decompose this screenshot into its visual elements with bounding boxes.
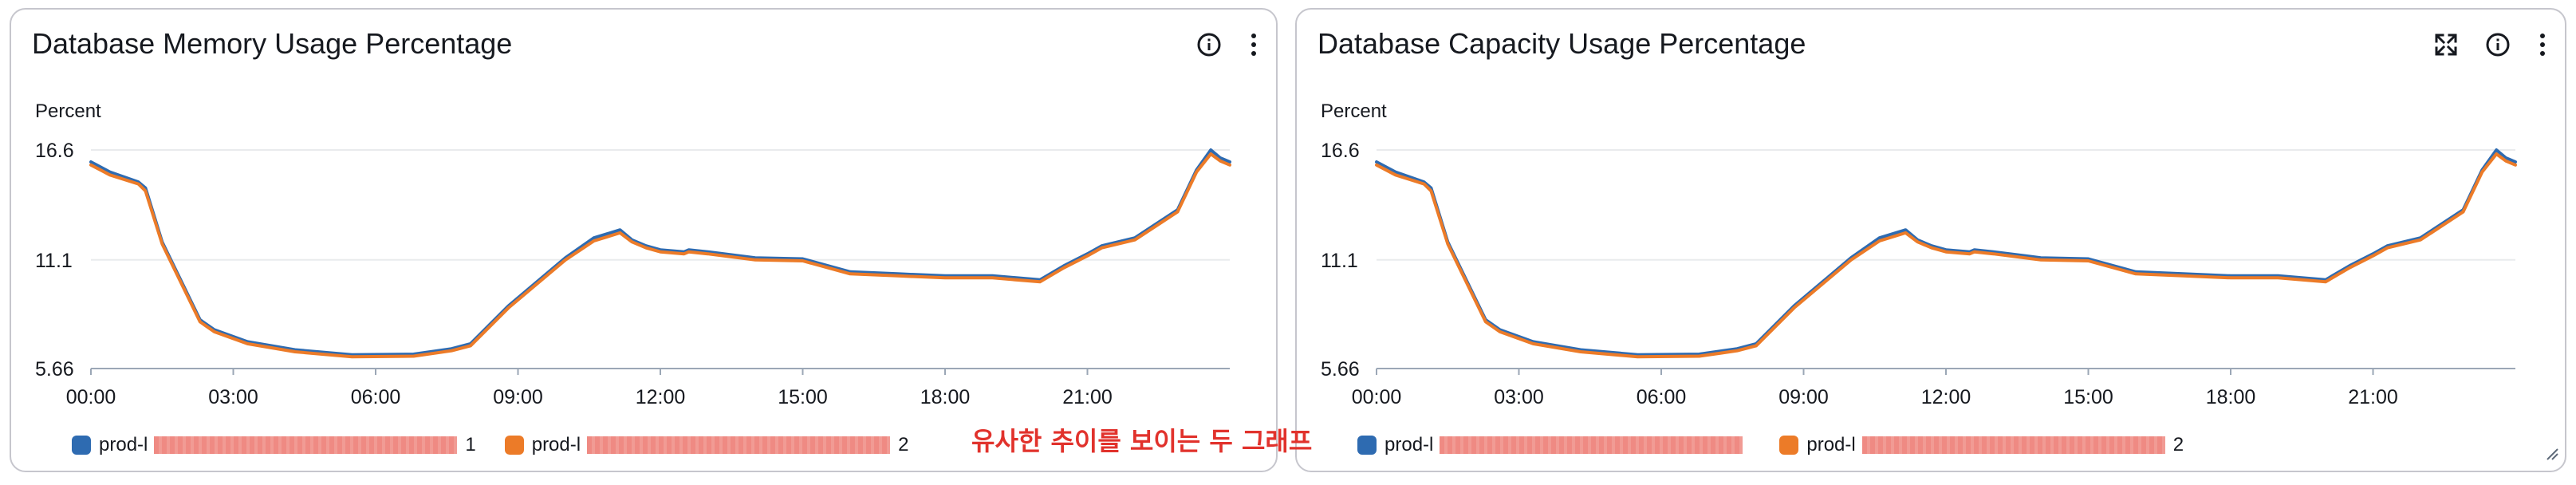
memory-usage-chart: 16.6 11.1 5.66 00:00 03:00 06:00 09:00 12:00 15:…	[35, 140, 1231, 408]
legend-swatch-orange	[504, 436, 524, 455]
memory-usage-widget: Database Memory Usage Percentage Percent…	[10, 8, 1278, 472]
x-tick-label: 06:00	[1637, 386, 1687, 408]
x-tick-label: 15:00	[2063, 386, 2113, 408]
legend-item-series-1[interactable]: prod-l	[1357, 434, 1751, 456]
chart-legend: prod-l prod-l 2	[1357, 434, 2184, 456]
y-axis-unit-label: Percent	[35, 101, 101, 122]
y-tick-label: 16.6	[35, 140, 74, 162]
x-tick-label: 00:00	[1352, 386, 1402, 408]
redacted-text	[1440, 436, 1743, 454]
x-tick-label: 00:00	[66, 386, 116, 408]
x-tick-label: 03:00	[1494, 386, 1544, 408]
series-line-1[interactable]	[1375, 148, 2517, 357]
x-tick-label: 15:00	[778, 386, 828, 408]
redacted-text	[1861, 436, 2165, 454]
info-icon[interactable]	[2485, 32, 2511, 57]
x-tick-label: 21:00	[2348, 386, 2398, 408]
legend-item-series-1[interactable]: prod-l 1	[72, 434, 476, 456]
capacity-usage-widget: Database Capacity Usage Percentage Perce…	[1295, 8, 2566, 472]
legend-label: prod-l	[1385, 434, 1434, 455]
info-icon[interactable]	[1196, 32, 1222, 57]
legend-label: prod-l	[1806, 434, 1856, 455]
expand-icon[interactable]	[2434, 33, 2458, 57]
redacted-text	[587, 436, 891, 454]
legend-item-series-2[interactable]: prod-l 2	[504, 434, 909, 456]
series-line-1[interactable]	[89, 148, 1231, 357]
series-line-2[interactable]	[1375, 152, 2517, 359]
legend-swatch-orange	[1779, 436, 1799, 455]
y-tick-label: 5.66	[1321, 358, 1360, 381]
x-tick-label: 09:00	[1778, 386, 1829, 408]
legend-label: prod-l	[99, 434, 148, 455]
x-tick-label: 18:00	[920, 386, 971, 408]
more-vertical-icon[interactable]	[1249, 32, 1258, 57]
annotation-caption: 유사한 추이를 보이는 두 그래프	[971, 426, 1313, 456]
legend-item-series-2[interactable]: prod-l 2	[1779, 434, 2184, 456]
series-line-2[interactable]	[89, 152, 1231, 359]
x-tick-label: 12:00	[1921, 386, 1971, 408]
legend-swatch-blue	[72, 436, 91, 455]
legend-label-suffix: 2	[898, 434, 909, 455]
more-vertical-icon[interactable]	[2538, 32, 2547, 57]
x-tick-label: 21:00	[1062, 386, 1113, 408]
y-tick-label: 11.1	[1321, 250, 1358, 272]
y-tick-label: 5.66	[35, 358, 74, 381]
y-tick-label: 16.6	[1321, 140, 1360, 162]
capacity-usage-chart: 16.6 11.1 5.66 00:00 03:00 06:00 09:00 12:00 15:…	[1321, 140, 2517, 408]
y-axis-unit-label: Percent	[1321, 101, 1387, 122]
legend-label: prod-l	[531, 434, 581, 455]
legend-label-suffix: 1	[465, 434, 476, 455]
x-tick-label: 12:00	[636, 386, 686, 408]
widget-title: Database Capacity Usage Percentage	[1318, 27, 1806, 60]
x-tick-label: 18:00	[2206, 386, 2256, 408]
chart-legend: prod-l 1 prod-l 2	[72, 434, 908, 456]
y-tick-label: 11.1	[35, 250, 73, 272]
redacted-text	[154, 436, 458, 454]
widget-title: Database Memory Usage Percentage	[32, 27, 513, 60]
x-tick-label: 03:00	[208, 386, 258, 408]
legend-swatch-blue	[1357, 436, 1377, 455]
legend-label-suffix: 2	[2172, 434, 2184, 455]
x-tick-label: 06:00	[351, 386, 401, 408]
resize-handle-icon[interactable]	[2544, 446, 2558, 464]
x-tick-label: 09:00	[493, 386, 543, 408]
